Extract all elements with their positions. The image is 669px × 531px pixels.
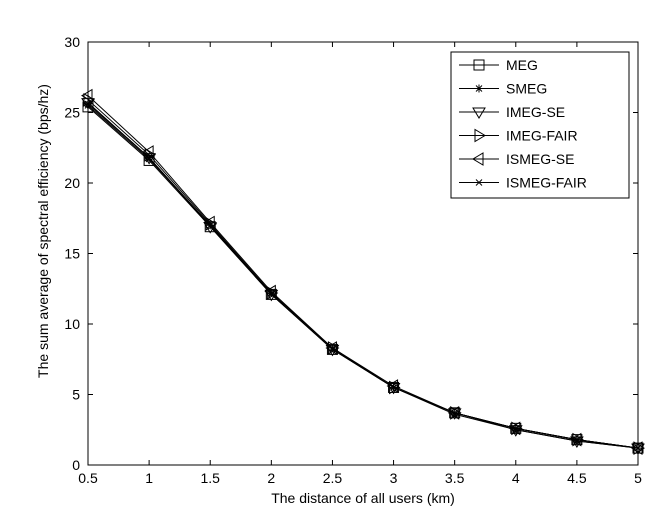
legend-marker: [474, 128, 486, 143]
x-tick-label: 2: [267, 470, 275, 486]
legend-marker: [473, 59, 485, 71]
data-point: [81, 88, 93, 103]
y-tick-label: 25: [64, 105, 80, 121]
x-tick-label: 0.5: [78, 470, 98, 486]
data-point: [206, 221, 214, 229]
data-point: [267, 291, 275, 298]
legend-marker: [475, 84, 483, 93]
legend-marker: [472, 107, 486, 119]
y-tick-label: 5: [72, 387, 80, 403]
x-tick-label: 3: [390, 470, 398, 486]
y-tick-label: 15: [64, 246, 80, 262]
legend-entry: MEG: [459, 57, 538, 73]
x-tick-label: 4: [512, 470, 520, 486]
x-tick-label: 5: [634, 470, 642, 486]
data-point: [203, 215, 215, 230]
data-point: [329, 346, 336, 353]
legend-marker: [472, 152, 484, 166]
data-point: [451, 410, 459, 418]
data-point: [631, 441, 643, 455]
legend-entry: SMEG: [459, 81, 547, 97]
data-point: [142, 145, 154, 159]
legend-label: SMEG: [506, 81, 547, 97]
y-tick-label: 20: [64, 175, 80, 191]
legend-label: MEG: [506, 57, 538, 73]
legend-entry: IMEG-FAIR: [459, 128, 578, 144]
legend-entry: ISMEG-SE: [459, 151, 574, 167]
data-point: [264, 284, 276, 299]
legend-marker: [475, 179, 483, 186]
x-tick-label: 1: [145, 470, 153, 486]
legend-label: IMEG-FAIR: [506, 128, 578, 144]
legend-label: ISMEG-SE: [506, 151, 574, 167]
x-tick-label: 2.5: [323, 470, 343, 486]
x-axis-label: The distance of all users (km): [271, 490, 455, 506]
x-tick-label: 4.5: [567, 470, 587, 486]
data-point: [512, 426, 520, 434]
y-tick-label: 30: [64, 34, 80, 50]
legend-box: [450, 51, 630, 199]
series-line-6: [87, 105, 639, 449]
legend-entry: ISMEG-FAIR: [459, 175, 587, 191]
legend-label: IMEG-SE: [506, 104, 565, 120]
y-tick-label: 0: [72, 457, 80, 473]
data-point: [570, 436, 584, 449]
legend-label: ISMEG-FAIR: [506, 175, 587, 191]
x-tick-label: 3.5: [445, 470, 465, 486]
y-axis-label: The sum average of spectral efficiency (…: [35, 84, 51, 378]
legend: MEG SMEG IMEG-SE IMEG-FAIR ISMEG-SE ISMEG-FAI…: [450, 51, 630, 199]
data-point: [390, 384, 397, 391]
legend-entry: IMEG-SE: [459, 104, 565, 120]
data-point: [145, 155, 153, 163]
data-point: [449, 407, 461, 419]
x-tick-label: 1.5: [200, 470, 220, 486]
y-tick-label: 10: [64, 316, 80, 332]
series-line-5: [87, 95, 639, 449]
data-point: [573, 437, 581, 445]
